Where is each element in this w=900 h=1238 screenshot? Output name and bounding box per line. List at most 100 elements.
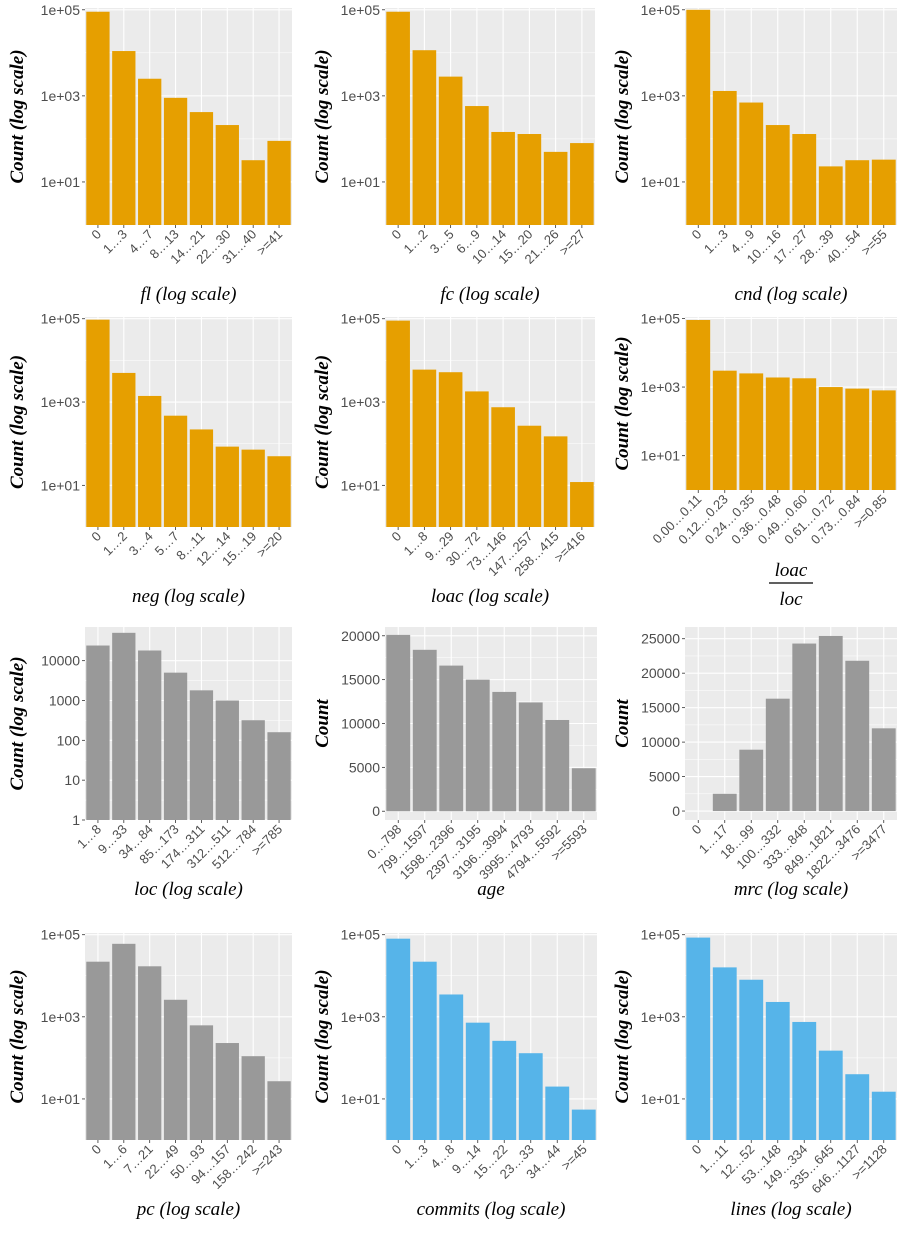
x-axis-title: cnd (log scale) [735,284,848,305]
y-tick-label: 1e+05 [41,2,81,18]
bar-4 [189,690,214,820]
bar-6 [543,436,568,527]
bar-0 [686,9,711,225]
bar-4 [189,429,214,527]
x-axis-title-denominator: loc [779,589,803,610]
y-axis-title: Count (log scale) [7,49,28,183]
y-tick-label: 1e+01 [41,477,81,493]
y-tick-label: 1e+03 [41,88,81,104]
y-tick-label: 1e+05 [341,2,381,18]
bar-7 [570,482,594,527]
bar-1 [112,632,136,820]
y-tick-label: 10000 [41,653,80,669]
x-axis-title: pc (log scale) [135,1199,240,1220]
chart-panel-8: 0 5000 10000 15000 20000 25000 0 1…17 18…99 100…3… [605,615,900,925]
bar-1 [712,370,737,490]
y-tick-label: 1e+03 [41,394,81,410]
x-tick-label: 0 [88,227,104,243]
bar-0 [86,961,110,1140]
y-tick-label: 1e+03 [341,88,381,104]
y-tick-label: 1e+01 [341,1091,381,1107]
chart-svg: 1e+011e+031e+0501…34…78…1314…2122…3031…4… [7,2,292,305]
y-tick-label: 1e+03 [641,1009,681,1025]
bar-7 [571,768,596,812]
y-axis-title: Count (log scale) [7,656,28,790]
y-tick-label: 1e+05 [41,927,81,943]
y-tick-label: 0 [672,803,680,819]
bar-4 [792,378,817,490]
x-tick-label: >=20 [254,529,286,561]
bar-7 [871,390,896,490]
x-tick-label: 1…3 [701,227,731,257]
chart-svg: 1e+011e+031e+0501…23…56…910…1415…2021…26… [312,2,595,305]
chart-panel-4: 1e+01 1e+03 1e+05 0 1…8 9…29 30…72 73…146 147…25… [305,305,605,615]
bar-6 [845,1074,870,1140]
bar-1 [412,50,437,226]
y-axis-title: Count (log scale) [612,336,633,470]
y-tick-label: 1e+05 [641,310,681,326]
bar-4 [492,691,517,812]
x-tick-label: >=45 [558,1142,590,1174]
bar-5 [215,446,239,527]
bar-4 [189,112,214,225]
bar-1 [112,372,136,527]
x-tick-label: 1…3 [401,1142,431,1172]
bar-6 [845,660,870,812]
bar-0 [686,937,711,1140]
bar-1 [712,90,737,225]
bar-6 [845,160,870,225]
bar-3 [765,377,790,490]
bar-3 [163,97,188,225]
y-tick-label: 1e+03 [41,1009,81,1025]
bar-0 [86,645,110,820]
chart-panel-7: 0 5000 10000 15000 20000 0…798 799…1597 1598…23… [305,615,605,925]
bar-6 [545,719,570,812]
bar-3 [765,125,790,225]
y-tick-label: 1e+05 [641,927,681,943]
x-tick-label: 0 [88,529,104,545]
y-axis-title: Count [612,698,633,747]
chart-panel-3: 1e+01 1e+03 1e+05 0 1…2 3…4 5…7 8…11 12…14 15…19 >… [0,305,300,615]
bar-7 [267,732,291,820]
chart-panel-6: 1 10 100 1000 10000 1…8 9…33 34…84 85…173 174…311… [0,615,300,925]
bar-5 [215,125,239,225]
chart-svg: 1e+011e+031e+0501…89…2930…7273…146147…25… [312,311,595,607]
y-tick-label: 1e+05 [341,927,381,943]
chart-svg: 1101001000100001…89…3334…8485…173174…311… [7,627,292,900]
y-axis-title: Count (log scale) [312,969,333,1103]
bar-7 [570,143,594,225]
x-axis-title: fc (log scale) [440,284,539,305]
y-tick-label: 10000 [341,716,380,732]
x-tick-label: 0 [88,1142,104,1158]
bar-3 [465,1022,490,1140]
bar-2 [739,979,764,1140]
bar-1 [712,793,737,812]
bar-7 [571,1109,596,1140]
chart-panel-1: 1e+01 1e+03 1e+05 0 1…2 3…5 6…9 10…14 15…20 21…26… [305,0,605,310]
chart-panel-11: 1e+01 1e+03 1e+05 0 1…11 12…52 53…148 149…334 33… [605,925,900,1235]
x-tick-label: 0 [389,1142,405,1158]
bar-4 [491,407,515,527]
y-tick-label: 25000 [641,631,680,647]
bar-6 [545,1086,570,1140]
chart-svg: 1e+011e+031e+0501…1112…5253…148149…33433… [612,927,897,1220]
bar-2 [739,102,764,225]
y-axis-title: Count (log scale) [7,969,28,1103]
bar-5 [215,700,239,820]
x-tick-label: 0 [689,1142,705,1158]
bar-4 [792,134,817,225]
bar-3 [465,679,490,812]
bar-5 [518,1053,543,1140]
bar-4 [491,131,515,225]
bar-2 [138,650,162,820]
bar-1 [412,649,437,812]
chart-svg: 1e+011e+031e+0501…23…45…78…1112…1415…19>… [7,311,292,607]
y-tick-label: 1e+03 [341,394,381,410]
bar-5 [517,425,542,527]
bar-1 [712,967,737,1140]
x-tick-label: >=55 [858,227,890,259]
bar-2 [138,966,162,1140]
y-tick-label: 100 [57,732,81,748]
bar-3 [163,415,188,527]
